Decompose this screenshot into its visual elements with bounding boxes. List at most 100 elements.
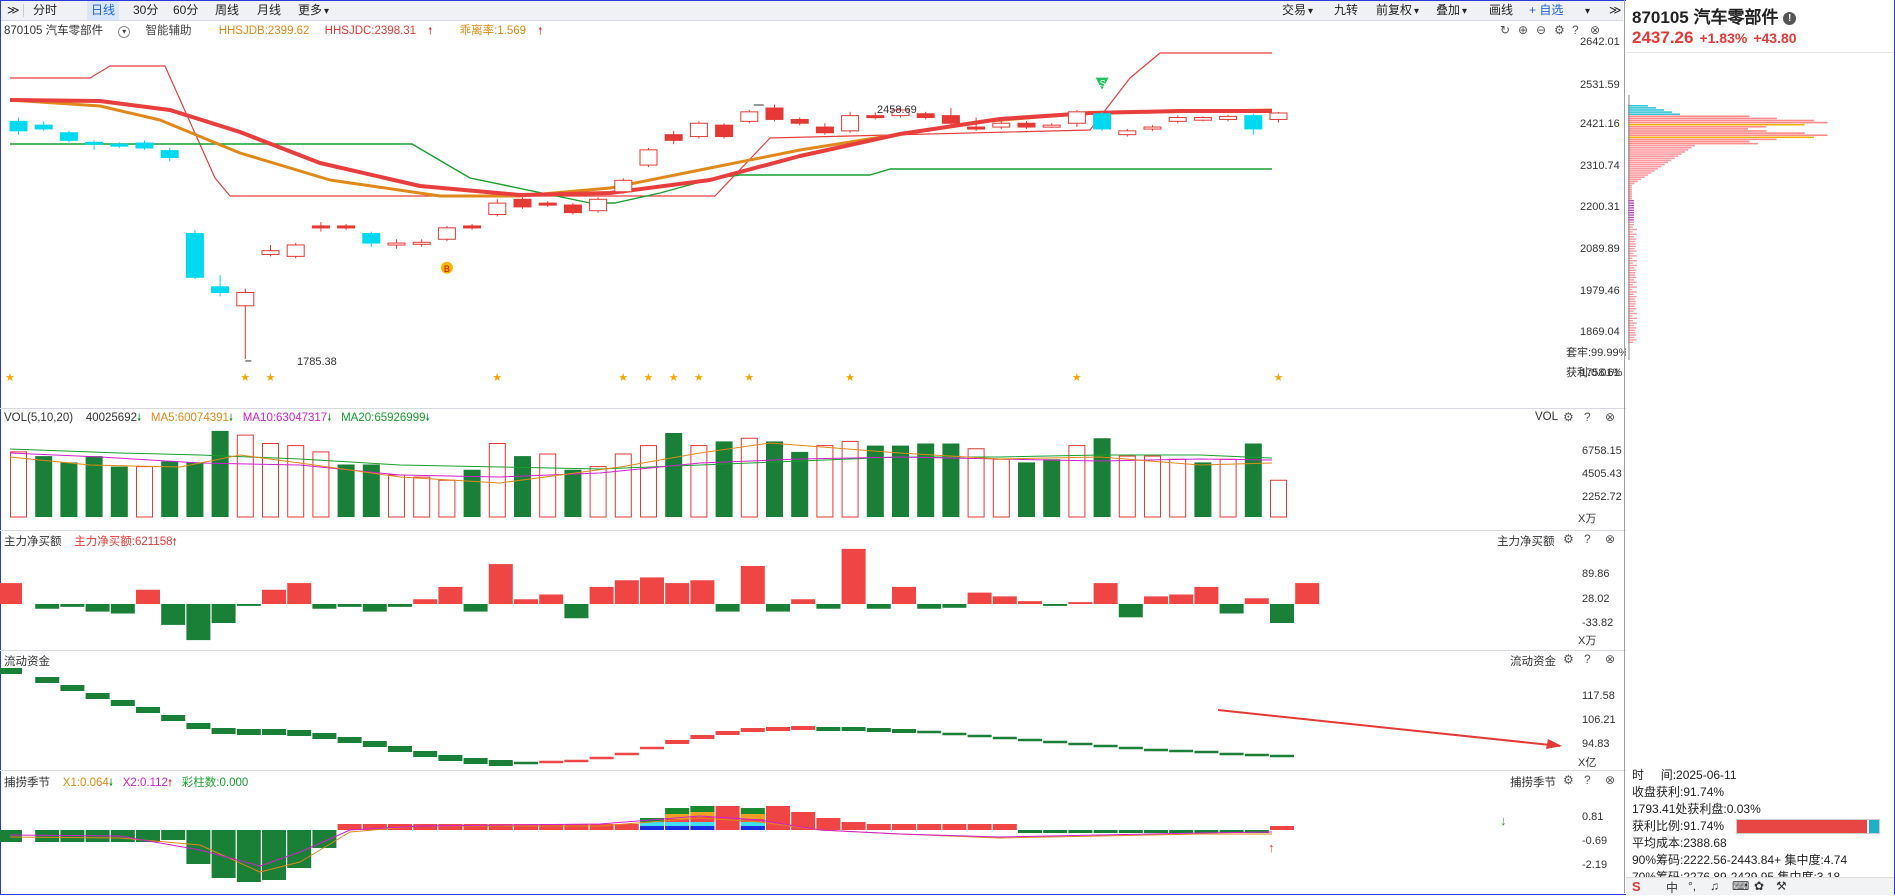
vol-unit: X万: [1578, 513, 1597, 525]
axis-tick-label: 89.86: [1582, 568, 1610, 580]
chip-bar: [1628, 274, 1636, 276]
chip-bar: [1628, 214, 1634, 216]
tools-icon[interactable]: ⚒: [1776, 879, 1787, 893]
chip-profit-label: 获利:0.01%: [1566, 367, 1623, 379]
chip-bar: [1628, 109, 1664, 111]
stock-title: 870105 汽车零部件 !: [1632, 3, 1797, 28]
settings-icon[interactable]: ⚙: [1563, 773, 1574, 787]
chip-bar: [1628, 226, 1633, 228]
chip-bar: [1628, 191, 1632, 193]
tab-intraday[interactable]: 分时: [33, 3, 58, 17]
chip-bar: [1628, 212, 1634, 214]
refresh-icon[interactable]: ↻: [1500, 23, 1511, 37]
catch-bar: [841, 822, 866, 830]
chip-bar: [1628, 276, 1637, 279]
close-icon[interactable]: ⊗: [1605, 773, 1616, 787]
chip-bar: [1628, 142, 1758, 145]
catch-color-bar: [740, 822, 765, 826]
chip-bar: [1628, 119, 1815, 122]
zoom-in-icon[interactable]: ⊕: [1518, 23, 1529, 37]
axis-tick-label: 6758.15: [1582, 445, 1622, 457]
tab-60min[interactable]: 60分: [173, 3, 199, 17]
punctuation-icon[interactable]: °,: [1688, 879, 1697, 893]
settings-icon[interactable]: ⚙: [1554, 23, 1565, 37]
time-label-b: 间:2025-06-11: [1660, 768, 1737, 782]
adjust-dropdown[interactable]: 前复权: [1372, 1, 1423, 20]
chip-bar: [1628, 260, 1637, 262]
tab-monthly[interactable]: 月线: [257, 3, 282, 17]
netbuy-bar: [287, 583, 312, 604]
chip-bar: [1628, 200, 1634, 202]
netbuy-bar: [35, 604, 60, 609]
close-icon[interactable]: ⊗: [1605, 652, 1616, 666]
nine-turn-button[interactable]: 九转: [1334, 3, 1359, 17]
keyboard-icon[interactable]: ⌨: [1732, 879, 1750, 893]
chip-bar: [1628, 334, 1637, 336]
candlestick-chart[interactable]: B S ★ ★ ★ ★ ★ ★ ★ ★ ★ ★ ★ ★: [0, 38, 1624, 410]
close-icon[interactable]: ⊗: [1605, 410, 1616, 424]
collapse-icon[interactable]: ≫: [7, 3, 20, 17]
close-icon[interactable]: ⊗: [1605, 532, 1616, 546]
trade-dropdown[interactable]: 交易: [1278, 1, 1317, 20]
ime-chinese-icon[interactable]: 中: [1666, 881, 1679, 895]
chip-bar: [1628, 310, 1634, 312]
info-icon[interactable]: !: [1783, 12, 1797, 26]
watchlist-dropdown[interactable]: [1579, 1, 1594, 20]
tab-30min[interactable]: 30分: [133, 3, 159, 17]
star-icon: ★: [1274, 372, 1284, 384]
arrow-down-icon: 🠗: [108, 778, 114, 789]
candle-body: [59, 132, 78, 141]
settings-icon[interactable]: ⚙: [1563, 532, 1574, 546]
candle-body: [916, 113, 935, 119]
smart-assist-label: 智能辅助: [145, 25, 192, 37]
help-icon[interactable]: ?: [1584, 652, 1591, 666]
arrow-down-icon: 🠗: [425, 413, 430, 424]
chip-bar: [1628, 238, 1637, 240]
chip-bar: [1628, 341, 1634, 343]
smart-assist-toggle[interactable]: ▾ 智能辅助: [118, 25, 203, 38]
draw-line-button[interactable]: 画线: [1489, 3, 1514, 17]
chip-bar: [1628, 339, 1637, 341]
top-toolbar: ≫ 分时 日线 30分 60分 周线 月线 更多 交易 九转 前复权 叠加 画线…: [1, 1, 1623, 21]
help-icon[interactable]: ?: [1584, 532, 1591, 546]
candle-body: [589, 198, 608, 212]
tab-weekly[interactable]: 周线: [215, 3, 240, 17]
netbuy-bar: [362, 604, 387, 612]
divider: [0, 650, 1628, 651]
volume-bar: [161, 461, 179, 517]
vol-value: 40025692: [85, 412, 137, 424]
help-icon[interactable]: ?: [1584, 773, 1591, 787]
overlay-dropdown[interactable]: 叠加: [1432, 1, 1471, 20]
zoom-out-icon[interactable]: ⊖: [1536, 23, 1547, 37]
liquidity-bar: [0, 668, 22, 674]
chip-90-range: 90%筹码:2222.56-2443.84+: [1632, 853, 1782, 867]
chip-bar: [1628, 134, 1828, 136]
mic-icon[interactable]: ♫: [1710, 879, 1719, 893]
settings-icon[interactable]: ⚙: [1563, 410, 1574, 424]
volume-bar: [236, 434, 254, 518]
liquidity-bar: [1219, 752, 1244, 756]
sogou-logo-icon[interactable]: S: [1632, 879, 1641, 894]
catch-bar: [1018, 830, 1042, 833]
add-watchlist-button[interactable]: + 自选: [1525, 1, 1567, 20]
help-icon[interactable]: ?: [1584, 410, 1591, 424]
settings-icon[interactable]: ⚙: [1563, 652, 1574, 666]
tab-daily[interactable]: 日线: [87, 1, 120, 20]
catch-bar: [614, 824, 639, 830]
more-dropdown[interactable]: 更多: [294, 1, 333, 20]
liquidity-bar: [488, 760, 513, 766]
help-icon[interactable]: ?: [1572, 23, 1579, 37]
axis-tick-label: 94.83: [1582, 738, 1610, 750]
volume-bar: [413, 476, 431, 518]
catch-color-bar: [665, 826, 690, 830]
expand-right-icon[interactable]: ≫: [1609, 3, 1622, 17]
candle-body: [211, 286, 230, 293]
chip-bar: [1628, 136, 1815, 139]
catch-bar: [1270, 826, 1294, 830]
chip-bar: [1628, 189, 1632, 191]
close-icon[interactable]: ⊗: [1590, 23, 1601, 37]
candle-body: [967, 126, 986, 130]
skin-icon[interactable]: ✿: [1754, 879, 1765, 893]
hhsjdc-value: HHSJDC:2398.31 🠕: [325, 25, 445, 37]
liquidity-bar: [740, 728, 765, 732]
